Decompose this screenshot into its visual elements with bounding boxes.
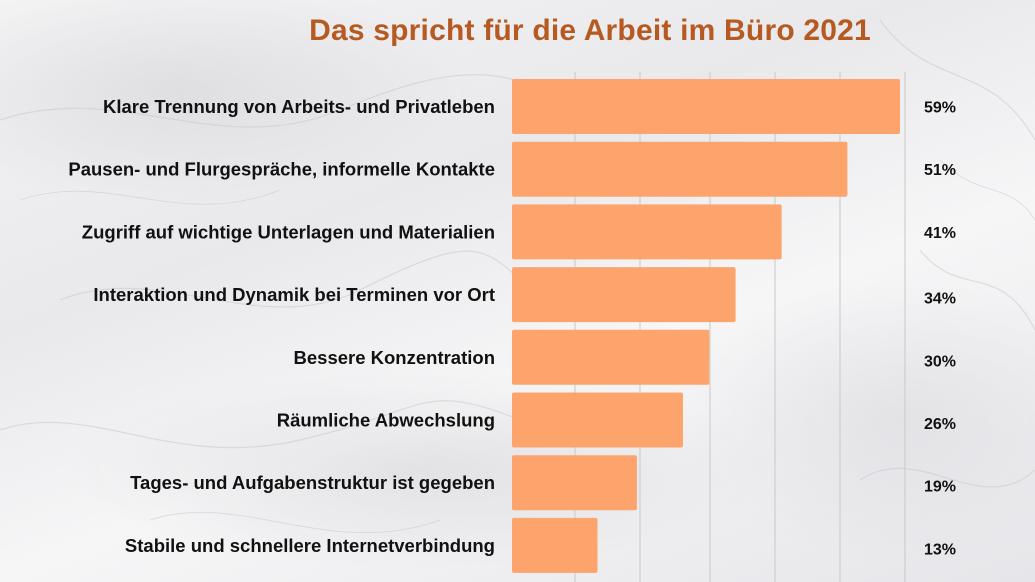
value-label: 19% bbox=[924, 479, 956, 496]
bar bbox=[512, 267, 736, 323]
category-label: Pausen- und Flurgespräche, informelle Ko… bbox=[68, 159, 495, 180]
bar bbox=[512, 79, 900, 134]
value-label: 41% bbox=[924, 225, 956, 242]
value-label: 34% bbox=[924, 291, 956, 308]
value-label: 26% bbox=[924, 416, 956, 433]
chart-title: Das spricht für die Arbeit im Büro 2021 bbox=[309, 14, 871, 47]
category-label: Stabile und schnellere Internetverbindun… bbox=[125, 535, 495, 556]
category-label: Zugriff auf wichtige Unterlagen und Mate… bbox=[82, 221, 495, 242]
category-label: Bessere Konzentration bbox=[294, 347, 496, 368]
value-label: 59% bbox=[924, 100, 956, 117]
bar bbox=[512, 141, 848, 197]
value-label: 13% bbox=[924, 541, 956, 558]
category-label: Tages- und Aufgabenstruktur ist gegeben bbox=[130, 472, 495, 493]
value-label: 30% bbox=[924, 353, 956, 370]
category-label: Klare Trennung von Arbeits- und Privatle… bbox=[103, 96, 495, 117]
bar bbox=[512, 204, 782, 260]
bar bbox=[512, 392, 683, 448]
bar bbox=[512, 329, 710, 385]
category-label: Interaktion und Dynamik bei Terminen vor… bbox=[93, 284, 495, 305]
category-label: Räumliche Abwechslung bbox=[277, 410, 495, 431]
value-label: 51% bbox=[924, 162, 956, 179]
bar bbox=[512, 455, 637, 511]
bar bbox=[512, 517, 598, 573]
